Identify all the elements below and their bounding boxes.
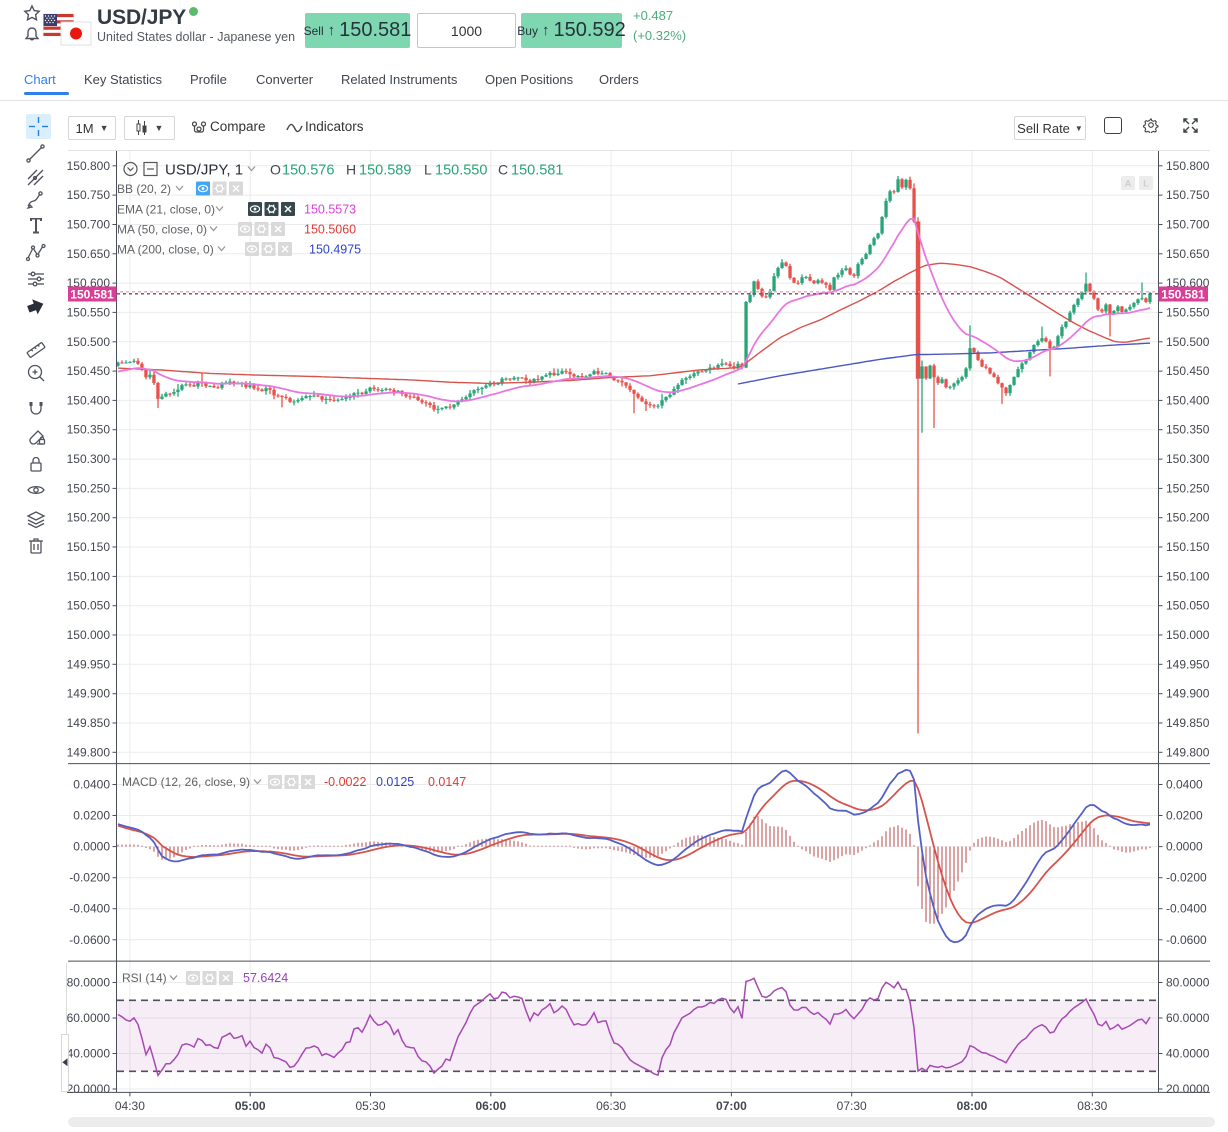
svg-text:150.581: 150.581 [1161,288,1205,302]
svg-text:150.550: 150.550 [1166,305,1210,319]
svg-text:150.750: 150.750 [67,188,111,202]
svg-text:-0.0200: -0.0200 [1166,871,1207,885]
svg-text:150.800: 150.800 [67,159,111,173]
svg-text:150.750: 150.750 [1166,188,1210,202]
svg-text:0.0147: 0.0147 [428,775,466,789]
svg-text:149.800: 149.800 [1166,745,1210,759]
svg-text:07:30: 07:30 [837,1099,867,1113]
svg-text:150.150: 150.150 [67,540,111,554]
svg-text:150.250: 150.250 [1166,481,1210,495]
svg-text:BB (20, 2): BB (20, 2) [117,182,171,196]
svg-text:150.250: 150.250 [67,481,111,495]
svg-text:-0.0600: -0.0600 [69,933,110,947]
svg-text:150.5060: 150.5060 [304,223,356,237]
svg-text:H: H [346,162,356,178]
svg-text:USD/JPY, 1: USD/JPY, 1 [165,162,243,179]
svg-text:0.0400: 0.0400 [73,778,110,792]
svg-text:04:30: 04:30 [115,1099,145,1113]
svg-text:150.700: 150.700 [67,218,111,232]
svg-text:08:30: 08:30 [1077,1099,1107,1113]
svg-text:60.0000: 60.0000 [67,1011,111,1025]
svg-text:150.350: 150.350 [1166,423,1210,437]
svg-text:150.400: 150.400 [1166,393,1210,407]
svg-text:150.300: 150.300 [1166,452,1210,466]
svg-text:MA (200, close, 0): MA (200, close, 0) [117,243,214,257]
svg-text:20.0000: 20.0000 [67,1082,111,1096]
svg-text:C: C [498,162,508,178]
svg-text:149.850: 149.850 [1166,716,1210,730]
svg-text:0.0200: 0.0200 [73,809,110,823]
svg-text:05:30: 05:30 [355,1099,385,1113]
svg-text:150.500: 150.500 [1166,335,1210,349]
svg-text:-0.0400: -0.0400 [69,902,110,916]
svg-text:149.900: 149.900 [67,687,111,701]
svg-text:150.150: 150.150 [1166,540,1210,554]
svg-text:07:00: 07:00 [716,1099,747,1113]
svg-text:150.100: 150.100 [67,569,111,583]
svg-text:05:00: 05:00 [235,1099,266,1113]
svg-text:150.550: 150.550 [67,305,111,319]
svg-text:RSI (14): RSI (14) [122,971,167,985]
svg-text:150.650: 150.650 [67,247,111,261]
svg-text:L: L [424,162,432,178]
svg-text:150.4975: 150.4975 [309,243,361,257]
svg-text:150.576: 150.576 [282,163,334,179]
svg-text:06:30: 06:30 [596,1099,626,1113]
svg-text:150.581: 150.581 [511,163,563,179]
svg-text:149.850: 149.850 [67,716,111,730]
svg-text:40.0000: 40.0000 [1166,1047,1210,1061]
svg-text:149.950: 149.950 [1166,657,1210,671]
svg-text:57.6424: 57.6424 [243,971,288,985]
svg-text:150.700: 150.700 [1166,218,1210,232]
svg-text:149.900: 149.900 [1166,687,1210,701]
svg-text:-0.0200: -0.0200 [69,871,110,885]
svg-text:150.650: 150.650 [1166,247,1210,261]
svg-text:80.0000: 80.0000 [1166,976,1210,990]
svg-text:150.000: 150.000 [67,628,111,642]
svg-text:150.500: 150.500 [67,335,111,349]
svg-text:MA (50, close, 0): MA (50, close, 0) [117,223,207,237]
svg-text:0.0000: 0.0000 [73,840,110,854]
svg-text:-0.0600: -0.0600 [1166,933,1207,947]
svg-text:A: A [1125,179,1132,189]
svg-text:0.0400: 0.0400 [1166,778,1203,792]
svg-text:150.450: 150.450 [1166,364,1210,378]
svg-text:20.0000: 20.0000 [1166,1082,1210,1096]
svg-text:-0.0022: -0.0022 [324,775,366,789]
svg-text:60.0000: 60.0000 [1166,1011,1210,1025]
svg-text:150.581: 150.581 [70,288,114,302]
svg-text:0.0125: 0.0125 [376,775,414,789]
svg-text:150.100: 150.100 [1166,569,1210,583]
svg-text:149.950: 149.950 [67,657,111,671]
svg-text:150.050: 150.050 [1166,599,1210,613]
svg-text:0.0000: 0.0000 [1166,840,1203,854]
svg-text:EMA (21, close, 0): EMA (21, close, 0) [117,203,215,217]
svg-text:150.800: 150.800 [1166,159,1210,173]
svg-text:149.800: 149.800 [67,745,111,759]
svg-text:40.0000: 40.0000 [67,1047,111,1061]
svg-text:80.0000: 80.0000 [67,976,111,990]
svg-text:150.200: 150.200 [67,511,111,525]
svg-text:150.050: 150.050 [67,599,111,613]
svg-text:0.0200: 0.0200 [1166,809,1203,823]
svg-text:150.400: 150.400 [67,393,111,407]
svg-text:MACD (12, 26, close, 9): MACD (12, 26, close, 9) [122,775,250,789]
svg-text:O: O [270,162,281,178]
svg-text:150.350: 150.350 [67,423,111,437]
svg-text:150.200: 150.200 [1166,511,1210,525]
svg-text:150.550: 150.550 [435,163,487,179]
svg-text:150.5573: 150.5573 [304,203,356,217]
svg-text:-0.0400: -0.0400 [1166,902,1207,916]
svg-text:06:00: 06:00 [475,1099,506,1113]
svg-text:150.000: 150.000 [1166,628,1210,642]
svg-text:150.300: 150.300 [67,452,111,466]
svg-text:L: L [1143,179,1149,189]
svg-text:08:00: 08:00 [957,1099,988,1113]
svg-text:150.450: 150.450 [67,364,111,378]
svg-text:150.589: 150.589 [359,163,411,179]
